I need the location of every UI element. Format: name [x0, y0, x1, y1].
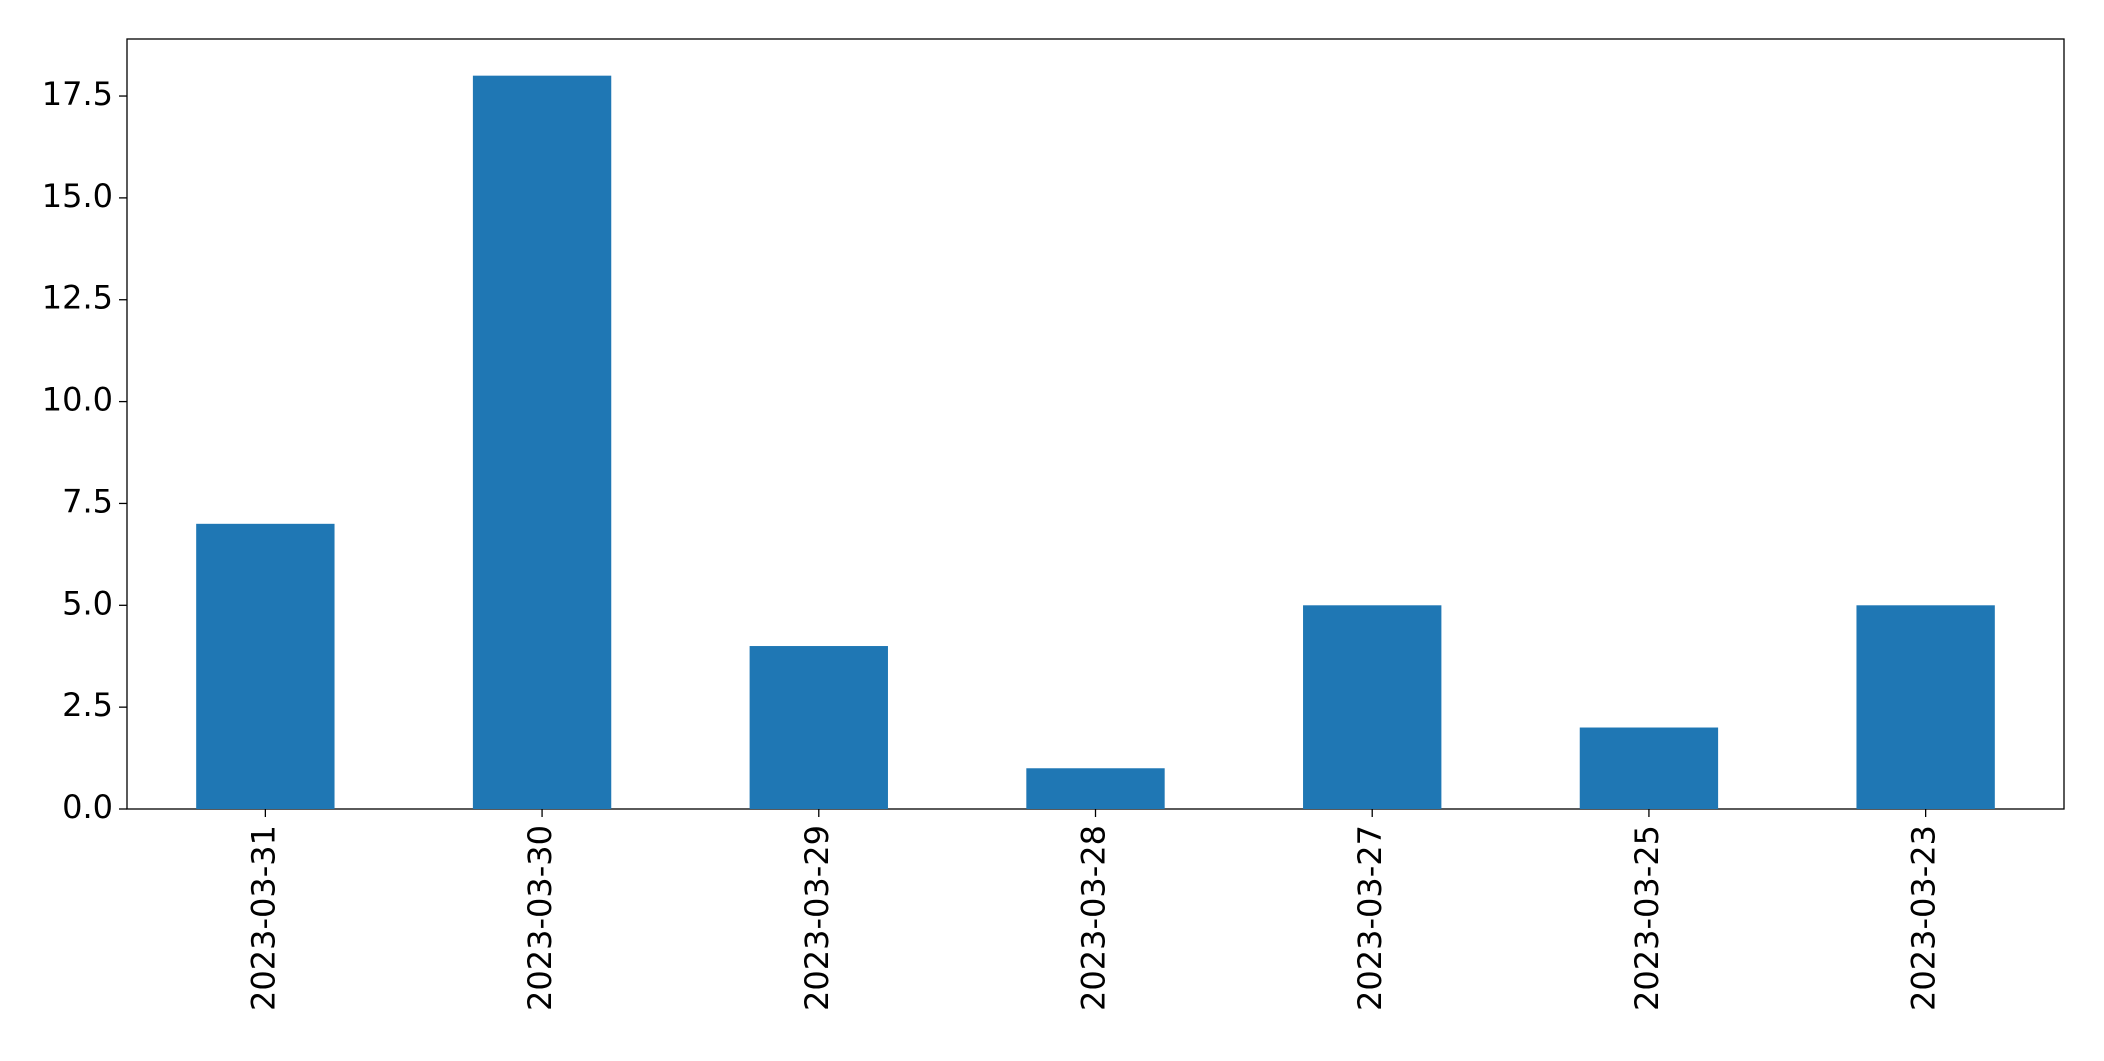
bar [1303, 605, 1442, 809]
bar [749, 646, 888, 809]
x-tick-label: 2023-03-28 [1075, 825, 1113, 1011]
y-tick-label: 2.5 [62, 686, 113, 724]
bar [196, 523, 335, 809]
x-tick-label: 2023-03-25 [1628, 825, 1666, 1011]
y-tick-label: 10.0 [42, 381, 113, 419]
bar [1026, 768, 1165, 809]
bar [1579, 727, 1719, 809]
bar [472, 75, 612, 809]
plot-frame [126, 38, 2065, 810]
x-tick-label: 2023-03-27 [1351, 825, 1389, 1011]
bar [1856, 605, 1995, 809]
y-tick-label: 17.5 [42, 75, 113, 113]
x-tick-label: 2023-03-31 [244, 825, 282, 1011]
y-tick-label: 15.0 [42, 177, 113, 215]
x-tick-label: 2023-03-23 [1905, 825, 1943, 1011]
x-tick-label: 2023-03-29 [798, 825, 836, 1011]
y-tick-label: 5.0 [62, 584, 113, 622]
x-tick-label: 2023-03-30 [521, 825, 559, 1011]
y-tick-label: 0.0 [62, 788, 113, 826]
y-tick-label: 12.5 [42, 279, 113, 317]
y-tick-label: 7.5 [62, 482, 113, 520]
